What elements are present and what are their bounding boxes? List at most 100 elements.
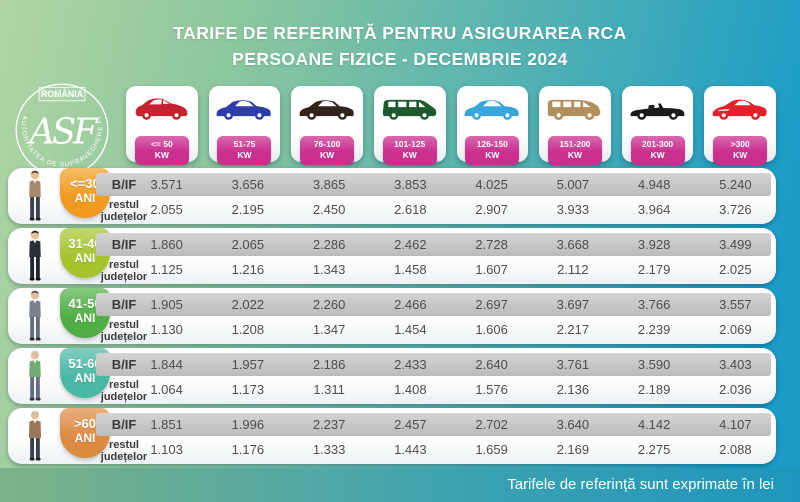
tariff-cell: 2.237 — [312, 417, 346, 432]
age-group-card-51-60: 51-60 ANI B/IF 1.844 1.957 2.186 2.433 2… — [8, 348, 776, 404]
age-group-card-over-60: >60 ANI B/IF 1.851 1.996 2.237 2.457 2.7… — [8, 408, 776, 464]
tariff-cell: 2.022 — [231, 297, 265, 312]
tariff-cell: 5.007 — [556, 177, 590, 192]
tariff-cell: 1.860 — [150, 237, 183, 252]
kw-badge: 126-150 KW — [465, 135, 520, 165]
asf-romania-logo: ROMÂNIA ASF AUTORITATEA DE SUPRAVEGHERE … — [12, 80, 109, 177]
vehicle-card-kw-151-200: 151-200 KW — [539, 86, 611, 165]
tariff-cell: 3.403 — [719, 357, 752, 372]
tariff-cell: 2.697 — [475, 297, 508, 312]
tariff-cell: 1.957 — [231, 357, 265, 372]
region-label-rest: restul județelor — [100, 259, 148, 284]
bif-row-band — [96, 353, 771, 376]
rest-tariff-row: 1.103 1.176 1.333 1.443 1.659 2.169 2.27… — [126, 436, 776, 462]
tariff-cell: 1.343 — [312, 262, 346, 277]
region-label-bif: B/IF — [111, 357, 137, 372]
kw-badge: <= 50 KW — [134, 135, 189, 165]
vehicle-card-kw-201-300: 201-300 KW — [621, 86, 694, 165]
region-label-bif: B/IF — [111, 237, 137, 252]
tariff-cell: 1.443 — [394, 442, 427, 457]
tariff-cell: 2.069 — [719, 322, 752, 337]
region-label-bif: B/IF — [111, 417, 137, 432]
vehicle-card-kw-76-100: 76-100 KW — [291, 86, 363, 165]
tariff-cell: 2.260 — [312, 297, 346, 312]
bif-tariff-row: 1.844 1.957 2.186 2.433 2.640 3.761 3.59… — [126, 353, 776, 376]
tariff-cell: 2.728 — [475, 237, 508, 252]
tariff-cell: 4.948 — [637, 177, 671, 192]
tariff-cell: 1.125 — [150, 262, 183, 277]
tariff-cell: 4.025 — [475, 177, 508, 192]
tariff-cell: 1.607 — [475, 262, 508, 277]
kw-badge: 51-75 KW — [217, 135, 272, 165]
tariff-cell: 2.457 — [394, 417, 427, 432]
tariff-cell: 3.571 — [150, 177, 183, 192]
tariff-cell: 1.103 — [150, 442, 183, 457]
tariff-cell: 2.618 — [394, 202, 427, 217]
title-line-1: TARIFE DE REFERINȚĂ PENTRU ASIGURAREA RC… — [173, 23, 627, 43]
tariff-cell: 2.239 — [637, 322, 671, 337]
rest-tariff-row: 1.130 1.208 1.347 1.454 1.606 2.217 2.23… — [126, 316, 776, 342]
logo-country-box — [38, 86, 86, 102]
tariff-cell: 4.142 — [637, 417, 671, 432]
tariff-cell: 3.557 — [719, 297, 752, 312]
tariff-cell: 2.466 — [394, 297, 427, 312]
bif-tariff-row: 1.851 1.996 2.237 2.457 2.702 3.640 4.14… — [126, 413, 776, 436]
tariff-cell: 2.189 — [637, 382, 671, 397]
person-icon-under-30 — [29, 170, 41, 221]
age-group-card-41-50: 41-50 ANI B/IF 1.905 2.022 2.260 2.466 2… — [8, 288, 776, 344]
tariff-cell: 2.433 — [394, 357, 427, 372]
tariff-cell: 2.640 — [475, 357, 508, 372]
minivan-car-icon — [382, 99, 436, 120]
hatchback-car-icon — [135, 98, 188, 120]
tariff-cell: 1.606 — [475, 322, 508, 337]
tariff-cell: 2.088 — [719, 442, 752, 457]
asf-monogram: ASF — [26, 112, 99, 153]
vehicle-card-kw-300: >300 KW — [704, 86, 776, 165]
suv-car-icon — [547, 99, 601, 120]
tariff-cell: 3.761 — [556, 357, 590, 372]
tariff-cell: 3.499 — [719, 237, 752, 252]
tariff-cell: 2.450 — [312, 202, 346, 217]
bif-tariff-row: 1.860 2.065 2.286 2.462 2.728 3.668 3.92… — [126, 233, 776, 256]
tariff-cell: 2.186 — [312, 357, 346, 372]
person-icon-51-60 — [29, 350, 41, 401]
convertible-car-icon — [630, 103, 685, 120]
person-icon-41-50 — [29, 290, 41, 341]
title-line-2: PERSOANE FIZICE - DECEMBRIE 2024 — [232, 49, 568, 70]
tariff-cell: 1.208 — [231, 322, 265, 337]
tariff-cell: 2.462 — [394, 237, 427, 252]
tariff-cell: 1.844 — [150, 357, 183, 372]
bif-row-band — [96, 173, 771, 196]
bif-tariff-row: 1.905 2.022 2.260 2.466 2.697 3.697 3.76… — [126, 293, 776, 316]
vehicle-card-kw-51-75: 51-75 KW — [208, 86, 281, 165]
tariff-cell: 1.454 — [394, 322, 427, 337]
column-headers: <= 50 KW 51-75 KW 76-100 — [126, 86, 776, 165]
tariff-cell: 2.217 — [556, 322, 590, 337]
rest-tariff-row: 2.055 2.195 2.450 2.618 2.907 3.933 3.96… — [126, 196, 776, 222]
bif-row-band — [96, 293, 771, 316]
tariff-cell: 1.176 — [231, 442, 265, 457]
tariff-cell: 1.576 — [475, 382, 508, 397]
sports-car-icon — [712, 99, 767, 120]
sedan-car-icon — [299, 100, 354, 120]
tariff-cell: 3.964 — [637, 202, 671, 217]
vehicle-card-kw-50: <= 50 KW — [126, 86, 198, 165]
kw-badge: 201-300 KW — [630, 135, 685, 165]
tariff-cell: 1.347 — [312, 322, 346, 337]
bif-tariff-row: 3.571 3.656 3.865 3.853 4.025 5.007 4.94… — [126, 173, 776, 196]
tariff-cell: 1.458 — [394, 262, 427, 277]
tariff-cell: 2.065 — [231, 237, 265, 252]
tariff-cell: 1.333 — [312, 442, 346, 457]
tariff-cell: 3.853 — [394, 177, 427, 192]
region-label-bif: B/IF — [111, 297, 137, 312]
kw-badge: 76-100 KW — [300, 135, 355, 165]
age-group-card-under-30: <=30 ANI B/IF 3.571 3.656 3.865 3.853 4.… — [8, 168, 776, 224]
tariff-cell: 3.590 — [637, 357, 671, 372]
region-label-bif: B/IF — [111, 177, 137, 192]
tariff-cell: 5.240 — [719, 177, 752, 192]
region-label-rest: restul județelor — [100, 439, 148, 464]
logo-country-label: ROMÂNIA — [41, 88, 84, 99]
tariff-cell: 2.055 — [150, 202, 183, 217]
footer-note: Tarifele de referință sunt exprimate în … — [0, 468, 800, 502]
tariff-cell: 2.195 — [231, 202, 265, 217]
